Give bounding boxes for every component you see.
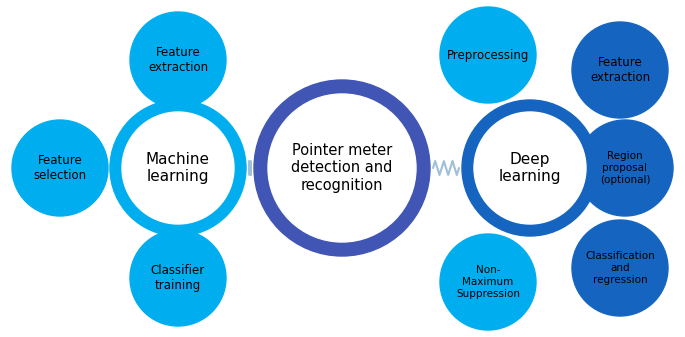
Ellipse shape <box>130 12 226 108</box>
Text: Feature
extraction: Feature extraction <box>590 56 650 84</box>
Ellipse shape <box>110 100 246 236</box>
Ellipse shape <box>462 100 598 236</box>
Ellipse shape <box>572 22 668 118</box>
Ellipse shape <box>254 80 430 256</box>
Ellipse shape <box>440 234 536 330</box>
Text: Classification
and
regression: Classification and regression <box>585 251 655 285</box>
Text: Feature
extraction: Feature extraction <box>148 46 208 74</box>
Ellipse shape <box>268 94 416 242</box>
Ellipse shape <box>440 7 536 103</box>
Ellipse shape <box>572 220 668 316</box>
Text: Machine
learning: Machine learning <box>146 152 210 184</box>
Ellipse shape <box>130 230 226 326</box>
Text: Pointer meter
detection and
recognition: Pointer meter detection and recognition <box>291 143 393 193</box>
Text: Deep
learning: Deep learning <box>499 152 561 184</box>
Ellipse shape <box>122 112 234 224</box>
Ellipse shape <box>474 112 586 224</box>
Ellipse shape <box>577 120 673 216</box>
Ellipse shape <box>12 120 108 216</box>
Text: Feature
selection: Feature selection <box>34 154 86 182</box>
Text: Region
proposal
(optional): Region proposal (optional) <box>600 151 650 185</box>
Text: Non-
Maximum
Suppression: Non- Maximum Suppression <box>456 266 520 299</box>
Text: Preprocessing: Preprocessing <box>447 49 530 61</box>
Text: Classifier
training: Classifier training <box>151 264 205 292</box>
